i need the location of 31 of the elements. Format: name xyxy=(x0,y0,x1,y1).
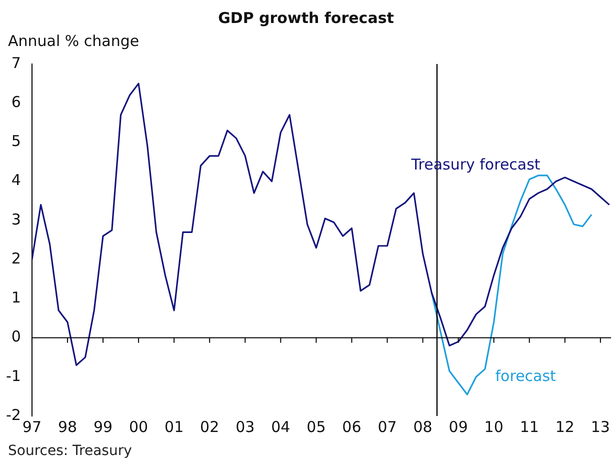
x-tick-label: 09 xyxy=(448,418,468,436)
x-tick-label: 07 xyxy=(378,418,397,436)
x-tick-label: 03 xyxy=(236,418,255,436)
x-tick-label: 06 xyxy=(342,418,362,436)
y-tick-label: 1 xyxy=(11,288,21,307)
y-tick-label: 0 xyxy=(11,328,21,346)
x-tick-label: 04 xyxy=(271,418,290,436)
x-tick-label: 05 xyxy=(306,418,326,436)
y-tick-label: 2 xyxy=(11,249,21,268)
x-tick-label: 12 xyxy=(555,418,574,436)
y-tick-label: 4 xyxy=(11,171,21,190)
y-tick-label: 6 xyxy=(11,93,21,111)
chart-title: GDP growth forecast xyxy=(218,8,394,27)
y-tick-label: -1 xyxy=(6,366,21,385)
y-tick-label: -2 xyxy=(6,406,21,424)
y-tick-label: 5 xyxy=(11,132,21,150)
x-tick-label: 08 xyxy=(413,418,432,436)
x-tick-label: 10 xyxy=(484,418,504,436)
x-tick-label: 01 xyxy=(164,418,184,436)
y-tick-label: 7 xyxy=(11,54,21,72)
x-tick-label: 99 xyxy=(93,418,113,436)
x-tick-label: 97 xyxy=(22,418,42,436)
x-tick-label: 13 xyxy=(590,418,610,436)
y-tick-label: 3 xyxy=(11,210,21,228)
x-tick-label: 98 xyxy=(58,418,78,436)
series-label: forecast xyxy=(495,366,556,385)
x-tick-label: 00 xyxy=(129,418,148,436)
x-tick-label: 11 xyxy=(520,418,539,436)
source-note: Sources: Treasury xyxy=(8,443,132,459)
y-axis-title: Annual % change xyxy=(8,32,140,50)
x-tick-label: 02 xyxy=(200,418,220,436)
